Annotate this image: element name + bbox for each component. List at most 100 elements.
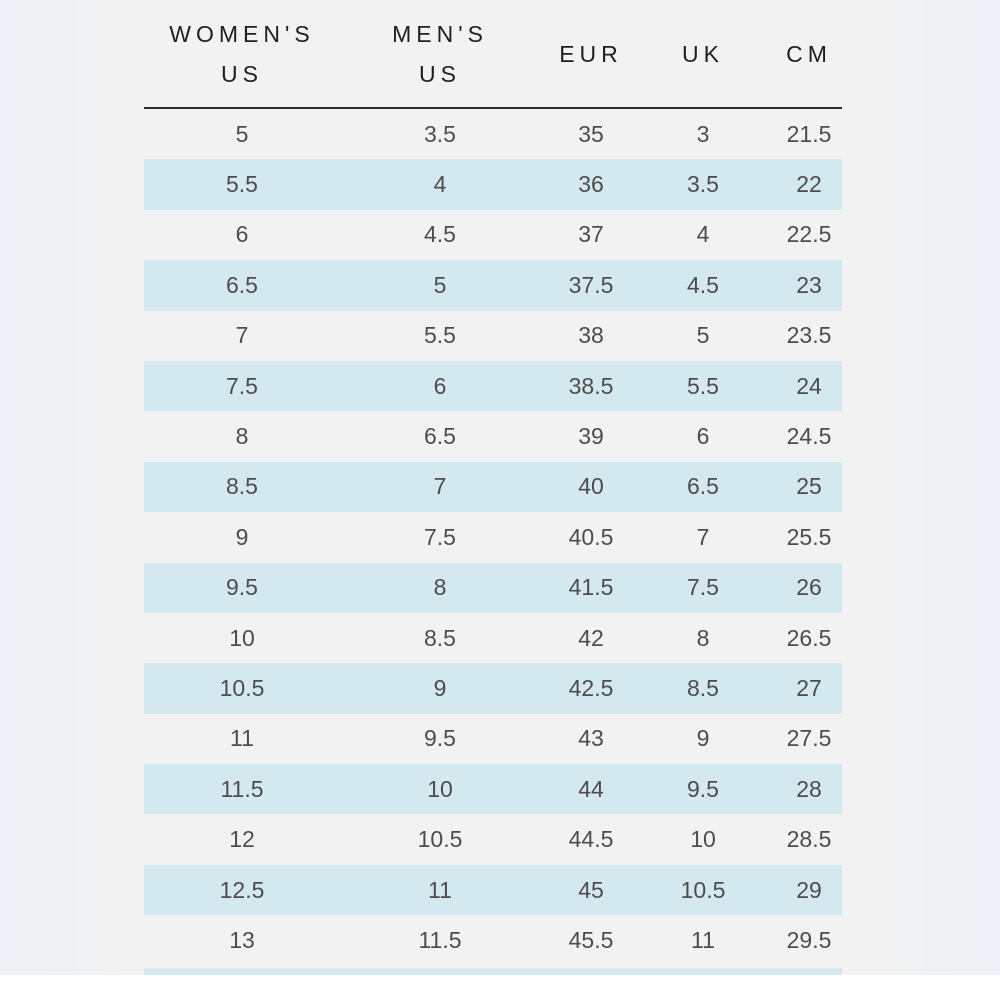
cell-cm: 27.5 — [786, 725, 832, 752]
cell-eur: 35 — [578, 120, 604, 147]
cell-eur: 40 — [578, 473, 604, 500]
cell-mens-us: 9 — [433, 674, 447, 701]
table-row: 7.5 6 38.5 5.5 24 — [144, 360, 842, 412]
table-row: 10.5 9 42.5 8.5 27 — [144, 663, 842, 714]
cell-cm: 25 — [796, 473, 822, 500]
cell-mens-us: 5.5 — [424, 322, 456, 349]
cell-eur: 45.5 — [568, 926, 614, 953]
cell-cm: 24 — [796, 372, 822, 399]
cell-cm: 28.5 — [786, 826, 832, 853]
cell-mens-us: 8.5 — [424, 624, 456, 651]
header-uk: UK — [682, 40, 724, 67]
table-row: 9 7.5 40.5 7 25.5 — [144, 512, 842, 562]
size-chart-card: WOMEN'S US MEN'S US EUR UK CM 5 3.5 35 3 21.… — [118, 0, 886, 975]
cell-uk: 5.5 — [687, 372, 719, 399]
cell-cm: 24.5 — [786, 423, 832, 450]
cell-womens-us: 6 — [235, 221, 249, 248]
cell-uk: 7.5 — [687, 574, 719, 601]
cell-eur: 42.5 — [568, 674, 614, 701]
cell-cm: 23.5 — [786, 322, 832, 349]
cell-cm: 23 — [796, 271, 822, 298]
cell-mens-us: 8 — [433, 574, 447, 601]
cell-cm: 26.5 — [786, 624, 832, 651]
cell-eur: 37.5 — [568, 271, 614, 298]
table-row: 11.5 10 44 9.5 28 — [144, 764, 842, 815]
cell-eur: 45 — [578, 876, 604, 903]
table-row: 8 6.5 39 6 24.5 — [144, 411, 842, 461]
header-eur: EUR — [559, 40, 623, 67]
cell-eur: 40.5 — [568, 523, 614, 550]
cell-eur: 37 — [578, 221, 604, 248]
cell-womens-us: 5 — [235, 120, 249, 147]
cell-mens-us: 9.5 — [424, 725, 456, 752]
cell-cm: 28 — [796, 775, 822, 802]
cell-mens-us: 6.5 — [424, 423, 456, 450]
cell-mens-us: 5 — [433, 271, 447, 298]
cell-womens-us: 8.5 — [226, 473, 258, 500]
cell-uk: 10 — [690, 826, 716, 853]
table-row: 10 8.5 42 8 26.5 — [144, 613, 842, 663]
cell-uk: 8 — [696, 624, 710, 651]
cell-mens-us: 11.5 — [418, 926, 462, 953]
cell-womens-us: 9.5 — [226, 574, 258, 601]
blurred-background-left — [0, 0, 118, 975]
cell-uk: 6 — [696, 423, 710, 450]
cell-womens-us: 12.5 — [219, 876, 265, 903]
cell-mens-us: 11 — [428, 876, 452, 903]
size-chart-table: WOMEN'S US MEN'S US EUR UK CM 5 3.5 35 3 21.… — [144, 0, 842, 966]
table-row: 6.5 5 37.5 4.5 23 — [144, 260, 842, 311]
cell-uk: 9 — [696, 725, 710, 752]
cell-cm: 29 — [796, 876, 822, 903]
cell-cm: 22.5 — [786, 221, 832, 248]
cell-mens-us: 7 — [433, 473, 447, 500]
table-header: WOMEN'S US MEN'S US EUR UK CM — [144, 0, 842, 109]
cell-eur: 38.5 — [568, 372, 614, 399]
cell-cm: 29.5 — [786, 926, 832, 953]
header-womens-us: WOMEN'S US — [169, 20, 315, 87]
table-row: 12 10.5 44.5 10 28.5 — [144, 814, 842, 864]
cell-uk: 7 — [696, 523, 710, 550]
bottom-white-strip — [0, 975, 1000, 1000]
cell-cm: 22 — [796, 171, 822, 198]
cell-eur: 42 — [578, 624, 604, 651]
cell-uk: 5 — [696, 322, 710, 349]
cell-uk: 3 — [696, 120, 710, 147]
table-row: 6 4.5 37 4 22.5 — [144, 210, 842, 260]
cell-uk: 11 — [691, 926, 715, 953]
cell-cm: 26 — [796, 574, 822, 601]
table-row: 9.5 8 41.5 7.5 26 — [144, 562, 842, 613]
cell-womens-us: 10.5 — [219, 674, 265, 701]
partial-shaded-row — [144, 967, 842, 975]
cell-uk: 8.5 — [687, 674, 719, 701]
cell-cm: 25.5 — [786, 523, 832, 550]
cell-womens-us: 7.5 — [226, 372, 258, 399]
cell-mens-us: 6 — [433, 372, 447, 399]
cell-uk: 4 — [696, 221, 710, 248]
cell-womens-us: 11 — [230, 725, 254, 752]
cell-womens-us: 11.5 — [220, 775, 264, 802]
blurred-background-right — [882, 0, 1000, 975]
cell-womens-us: 6.5 — [226, 271, 258, 298]
cell-mens-us: 3.5 — [424, 120, 456, 147]
cell-eur: 43 — [578, 725, 604, 752]
table-row: 13 11.5 45.5 11 29.5 — [144, 915, 842, 965]
cell-eur: 41.5 — [568, 574, 614, 601]
cell-cm: 21.5 — [786, 120, 832, 147]
table-row: 8.5 7 40 6.5 25 — [144, 461, 842, 513]
cell-mens-us: 4.5 — [424, 221, 456, 248]
cell-mens-us: 4 — [433, 171, 447, 198]
cell-eur: 44.5 — [568, 826, 614, 853]
cell-cm: 27 — [796, 674, 822, 701]
cell-mens-us: 7.5 — [424, 523, 456, 550]
cell-eur: 39 — [578, 423, 604, 450]
cell-womens-us: 8 — [235, 423, 249, 450]
cell-mens-us: 10.5 — [417, 826, 463, 853]
table-body: 5 3.5 35 3 21.5 5.5 4 36 3.5 22 6 4.5 37 4 22.5 6.5 5 37.… — [144, 109, 842, 966]
table-row: 12.5 11 45 10.5 29 — [144, 864, 842, 916]
cell-womens-us: 5.5 — [226, 171, 258, 198]
header-cm: CM — [786, 40, 832, 67]
cell-womens-us: 12 — [229, 826, 255, 853]
table-row: 5.5 4 36 3.5 22 — [144, 159, 842, 210]
cell-uk: 4.5 — [687, 271, 719, 298]
